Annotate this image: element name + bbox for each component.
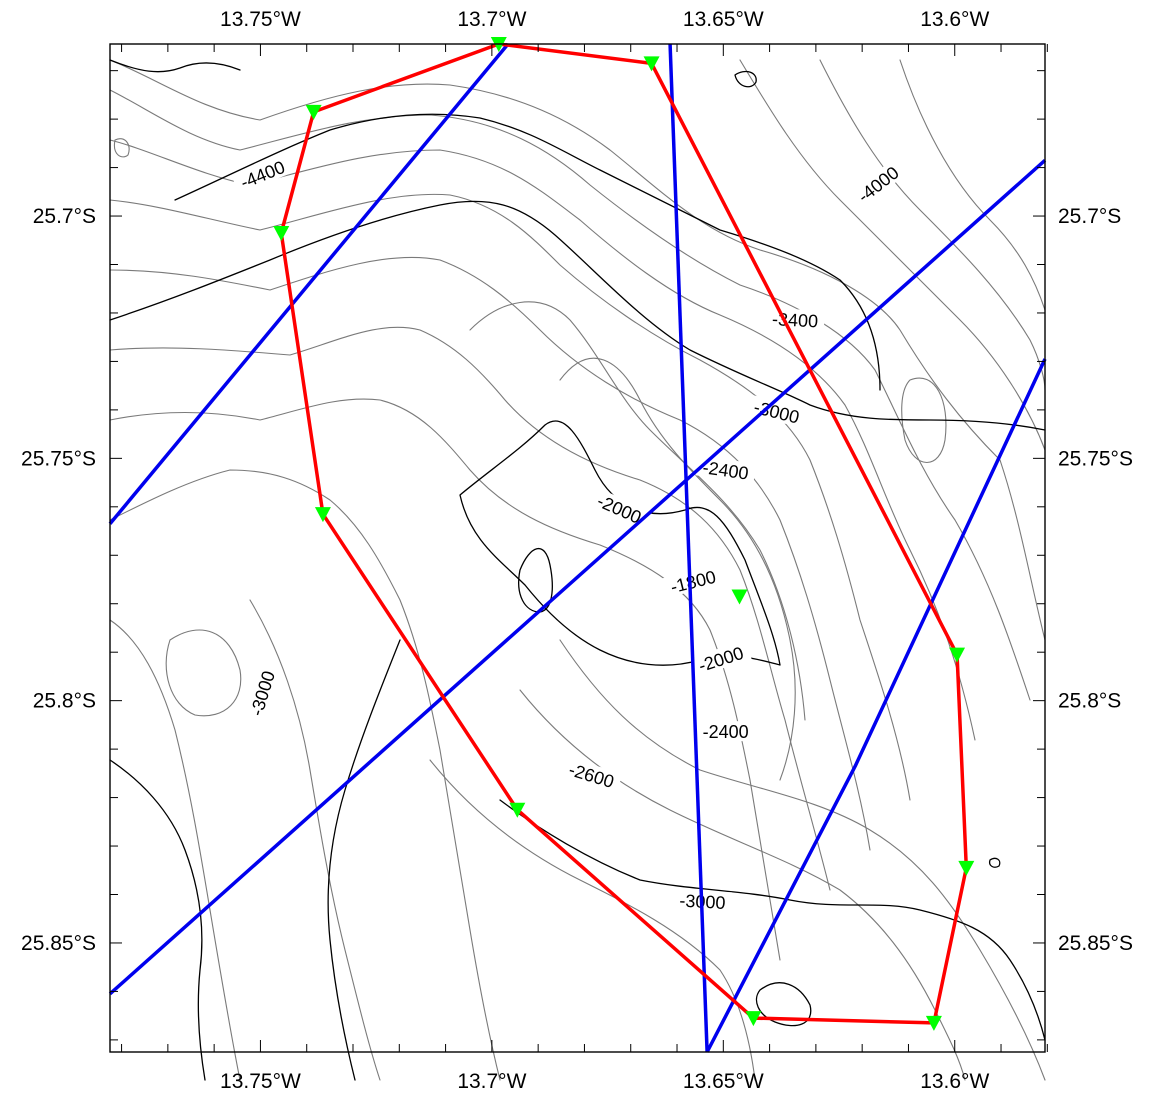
lon-tick-label-bottom: 13.7°W: [457, 1070, 526, 1093]
lat-tick-label-right: 25.7°S: [1058, 205, 1121, 228]
lon-tick-label-top: 13.65°W: [683, 8, 764, 31]
station-marker: [305, 104, 322, 120]
axis-tick-labels: 13.75°W 13.75°W 13.7°W 13.7°W 13.65°W 13.65°W…: [21, 8, 1133, 1093]
contour-line-major: [109, 759, 206, 1081]
contour-line-major: [988, 857, 1001, 868]
contour-line: [469, 301, 806, 721]
profile-line: [108, 159, 1047, 996]
contour-line-major: [518, 547, 553, 613]
contour-label-bg: [745, 394, 808, 429]
station-marker: [958, 860, 975, 876]
contour-line: [429, 759, 756, 1081]
station-marker: [925, 1015, 942, 1031]
contour-label-bg: [848, 157, 907, 210]
contour-line-major: [734, 70, 757, 88]
map-frame: [109, 43, 1046, 1053]
contour-line-major: [109, 200, 1046, 431]
contour-line-major: [174, 113, 881, 391]
lat-tick-label-left: 25.85°S: [21, 932, 96, 955]
profile-line: [705, 358, 1047, 1053]
axis-ticks: [110, 44, 1048, 1052]
station-marker: [745, 1011, 762, 1027]
contour-line: [113, 138, 130, 158]
seismic-profiles: [108, 42, 1047, 1053]
contour-line: [559, 357, 796, 781]
contour-line: [901, 377, 947, 464]
contour-line: [109, 619, 241, 1081]
lon-tick-label-bottom: 13.75°W: [220, 1070, 301, 1093]
contour-line-major: [499, 799, 1046, 1041]
station-marker: [273, 226, 290, 241]
contour-line: [165, 629, 242, 717]
station-marker: [509, 802, 526, 818]
lat-tick-label-right: 25.85°S: [1058, 932, 1133, 955]
contour-label-bg: [588, 487, 651, 530]
contour-line: [109, 256, 871, 851]
contour-line: [109, 398, 781, 961]
contour-line: [819, 59, 1046, 391]
profile-line: [108, 42, 510, 525]
contour-label: -2400: [696, 721, 755, 742]
contour-line: [109, 326, 831, 891]
contour-line: [109, 89, 1031, 701]
contour-line: [249, 599, 381, 1081]
profile-line: [668, 43, 709, 1053]
lon-tick-label-top: 13.6°W: [920, 8, 989, 31]
lat-tick-label-right: 25.8°S: [1058, 690, 1121, 713]
contour-line: [109, 59, 1046, 641]
station-marker: [314, 507, 331, 523]
contour-line-major: [109, 59, 241, 73]
contour-line: [559, 639, 1046, 1081]
station-marker: [949, 647, 966, 663]
lat-tick-label-left: 25.75°S: [21, 447, 96, 470]
contour-line-major: [755, 982, 812, 1027]
contour-line: [109, 469, 501, 1081]
contour-label-bg: [560, 756, 623, 793]
lat-tick-label-left: 25.8°S: [33, 690, 96, 713]
station-marker: [643, 56, 660, 72]
lat-tick-label-left: 25.7°S: [33, 205, 96, 228]
contour-line-major: [459, 420, 781, 666]
lon-tick-label-bottom: 13.65°W: [683, 1070, 764, 1093]
contour-label-bg: [243, 662, 280, 724]
contour-line: [739, 59, 1046, 451]
contour-label-bg: [231, 153, 294, 195]
contour-label-bg: [695, 455, 757, 484]
station-markers: [273, 37, 975, 1031]
contour-line-major: [327, 639, 401, 1081]
contour-label-bg: [662, 564, 724, 598]
contour-label-text: -2400: [703, 722, 749, 742]
lon-tick-label-top: 13.7°W: [457, 8, 526, 31]
lat-tick-label-right: 25.75°S: [1058, 447, 1133, 470]
contour-label: -3400: [765, 307, 825, 331]
station-marker: [731, 589, 748, 605]
contour-label-bg: [696, 721, 755, 742]
contour-line: [899, 59, 1046, 311]
lon-tick-label-bottom: 13.6°W: [920, 1070, 989, 1093]
lon-tick-label-top: 13.75°W: [220, 8, 301, 31]
contour-label-bg: [689, 639, 752, 678]
